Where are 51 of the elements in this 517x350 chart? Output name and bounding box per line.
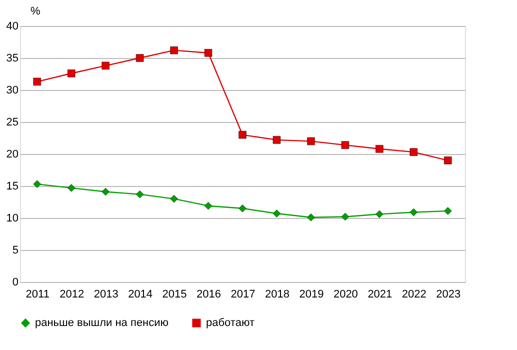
y-tick-label: 30 [6, 84, 18, 96]
y-tick-label: 35 [6, 52, 18, 64]
x-tick-label: 2012 [60, 288, 84, 300]
point [238, 204, 246, 212]
point [170, 194, 178, 203]
x-tick-label: 2018 [264, 288, 290, 300]
y-tick-label: 0 [12, 276, 18, 288]
y-tick-label: 10 [6, 212, 18, 224]
x-tick-label: 2023 [436, 288, 461, 300]
point [376, 145, 384, 153]
point [272, 210, 281, 218]
point [67, 70, 76, 78]
point [272, 136, 281, 144]
point [102, 188, 110, 196]
x-tick-label: 2021 [368, 288, 392, 300]
y-tick-label: 15 [6, 180, 18, 192]
x-tick-label: 2019 [299, 288, 324, 300]
point [33, 78, 41, 86]
point [238, 130, 246, 139]
point [444, 207, 452, 215]
x-tick-label: 2013 [94, 288, 118, 300]
point [307, 214, 315, 222]
x-tick-label: 2022 [402, 288, 426, 300]
y-axis-title: % [30, 6, 40, 18]
x-tick-label: 2011 [26, 288, 50, 300]
legend-label: раньше вышли на пенсию [35, 316, 169, 329]
point [204, 49, 212, 57]
x-tick-label: 2014 [128, 288, 153, 300]
point [33, 180, 41, 188]
legend-label: работают [206, 316, 254, 329]
point [410, 148, 418, 156]
y-tick-label: 20 [6, 148, 18, 160]
point [410, 208, 418, 216]
y-tick-label: 40 [6, 20, 18, 32]
x-tick-label: 2015 [162, 288, 187, 300]
point [136, 54, 144, 62]
point [67, 184, 76, 192]
point [444, 156, 452, 164]
point [307, 137, 315, 146]
point [204, 202, 212, 210]
x-tick-label: 2016 [196, 288, 222, 300]
point [170, 46, 178, 54]
x-tick-label: 2017 [230, 288, 256, 300]
point [136, 190, 144, 198]
y-tick-label: 5 [12, 244, 18, 256]
point [102, 62, 110, 70]
y-tick-label: 25 [6, 116, 18, 128]
point [341, 212, 350, 221]
point [376, 210, 384, 218]
point [341, 141, 350, 149]
x-tick-label: 2020 [333, 288, 358, 300]
